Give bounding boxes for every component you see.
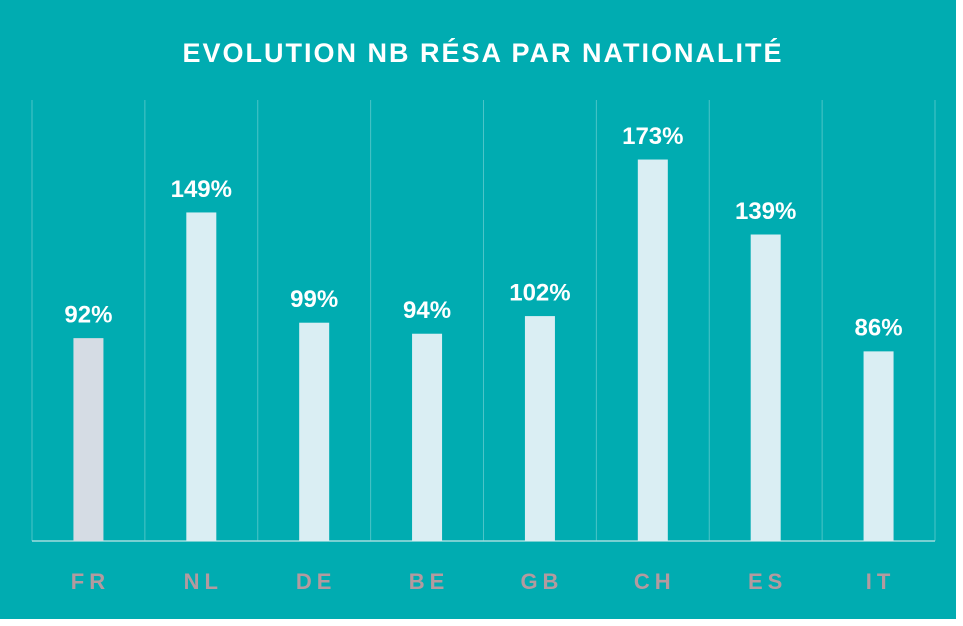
bar	[637, 159, 668, 541]
x-tick-label: FR	[71, 569, 110, 594]
x-tick-label: DE	[296, 569, 337, 594]
value-label: 139%	[735, 198, 796, 225]
bar	[73, 338, 104, 541]
x-tick-label: BE	[409, 569, 450, 594]
x-tick-label: CH	[634, 569, 676, 594]
value-label: 173%	[622, 123, 683, 150]
chart-title: EVOLUTION NB RÉSA PAR NATIONALITÉ	[182, 37, 783, 68]
x-tick-label: ES	[748, 569, 787, 594]
bar	[299, 322, 330, 541]
value-label: 99%	[290, 286, 338, 313]
value-label: 102%	[509, 279, 570, 306]
value-label: 94%	[403, 297, 451, 324]
bar	[524, 316, 555, 541]
bar	[412, 333, 443, 541]
value-label: 149%	[171, 176, 232, 203]
value-label: 86%	[855, 315, 903, 342]
bar	[863, 351, 894, 541]
bar	[750, 234, 781, 541]
x-tick-label: IT	[866, 569, 896, 594]
x-tick-label: GB	[520, 569, 563, 594]
bar	[186, 212, 217, 541]
x-tick-label: NL	[184, 569, 223, 594]
value-label: 92%	[64, 301, 112, 328]
